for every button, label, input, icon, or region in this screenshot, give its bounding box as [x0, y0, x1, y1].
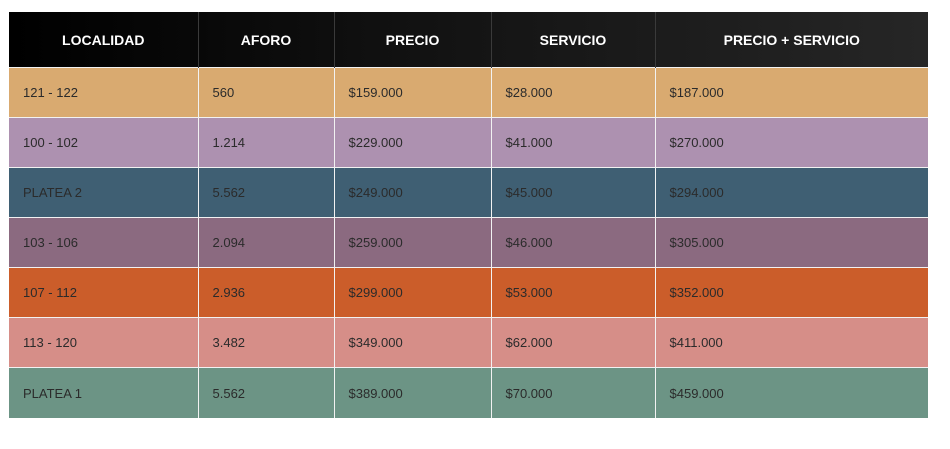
table-header: LOCALIDAD AFORO PRECIO SERVICIO PRECIO +…	[9, 12, 928, 68]
cell-servicio: $45.000	[490, 167, 655, 218]
cell-localidad: 113 - 120	[9, 317, 198, 368]
table-row: 107 - 112 2.936 $299.000 $53.000 $352.00…	[9, 267, 928, 318]
header-aforo: AFORO	[197, 12, 334, 68]
cell-total: $352.000	[654, 267, 928, 318]
cell-servicio: $62.000	[490, 317, 655, 368]
cell-aforo: 5.562	[197, 167, 334, 218]
header-localidad: LOCALIDAD	[62, 31, 145, 48]
cell-precio: $299.000	[333, 267, 491, 318]
cell-precio: $229.000	[333, 117, 491, 168]
cell-total: $459.000	[654, 367, 928, 418]
table-row: 121 - 122 560 $159.000 $28.000 $187.000	[9, 67, 928, 118]
table-row: 103 - 106 2.094 $259.000 $46.000 $305.00…	[9, 217, 928, 268]
cell-precio: $159.000	[333, 67, 491, 118]
cell-localidad: 107 - 112	[9, 267, 198, 318]
table-row: PLATEA 2 5.562 $249.000 $45.000 $294.000	[9, 167, 928, 218]
cell-servicio: $53.000	[490, 267, 655, 318]
header-precio: PRECIO	[333, 12, 491, 68]
cell-servicio: $41.000	[490, 117, 655, 168]
table-body: 121 - 122 560 $159.000 $28.000 $187.000 …	[9, 67, 928, 418]
cell-precio: $249.000	[333, 167, 491, 218]
cell-localidad: 103 - 106	[9, 217, 198, 268]
header-row: LOCALIDAD AFORO PRECIO SERVICIO PRECIO +…	[9, 12, 928, 68]
cell-localidad: PLATEA 2	[9, 167, 198, 218]
cell-total: $411.000	[654, 317, 928, 368]
cell-servicio: $28.000	[490, 67, 655, 118]
header-servicio: SERVICIO	[490, 12, 655, 68]
table-row: PLATEA 1 5.562 $389.000 $70.000 $459.000	[9, 367, 928, 418]
cell-aforo: 560	[197, 67, 334, 118]
cell-aforo: 1.214	[197, 117, 334, 168]
cell-aforo: 5.562	[197, 367, 334, 418]
price-table: LOCALIDAD AFORO PRECIO SERVICIO PRECIO +…	[9, 12, 928, 418]
cell-localidad: 121 - 122	[9, 67, 198, 118]
cell-total: $294.000	[654, 167, 928, 218]
table-row: 100 - 102 1.214 $229.000 $41.000 $270.00…	[9, 117, 928, 168]
cell-servicio: $46.000	[490, 217, 655, 268]
cell-aforo: 2.094	[197, 217, 334, 268]
price-table-container: LOCALIDAD AFORO PRECIO SERVICIO PRECIO +…	[9, 12, 928, 418]
cell-precio: $349.000	[333, 317, 491, 368]
cell-localidad: 100 - 102	[9, 117, 198, 168]
cell-localidad: PLATEA 1	[9, 367, 198, 418]
table-row: 113 - 120 3.482 $349.000 $62.000 $411.00…	[9, 317, 928, 368]
cell-aforo: 2.936	[197, 267, 334, 318]
header-precio-servicio: PRECIO + SERVICIO	[654, 12, 928, 68]
cell-precio: $259.000	[333, 217, 491, 268]
cell-aforo: 3.482	[197, 317, 334, 368]
cell-total: $305.000	[654, 217, 928, 268]
cell-total: $187.000	[654, 67, 928, 118]
cell-total: $270.000	[654, 117, 928, 168]
cell-servicio: $70.000	[490, 367, 655, 418]
cell-precio: $389.000	[333, 367, 491, 418]
